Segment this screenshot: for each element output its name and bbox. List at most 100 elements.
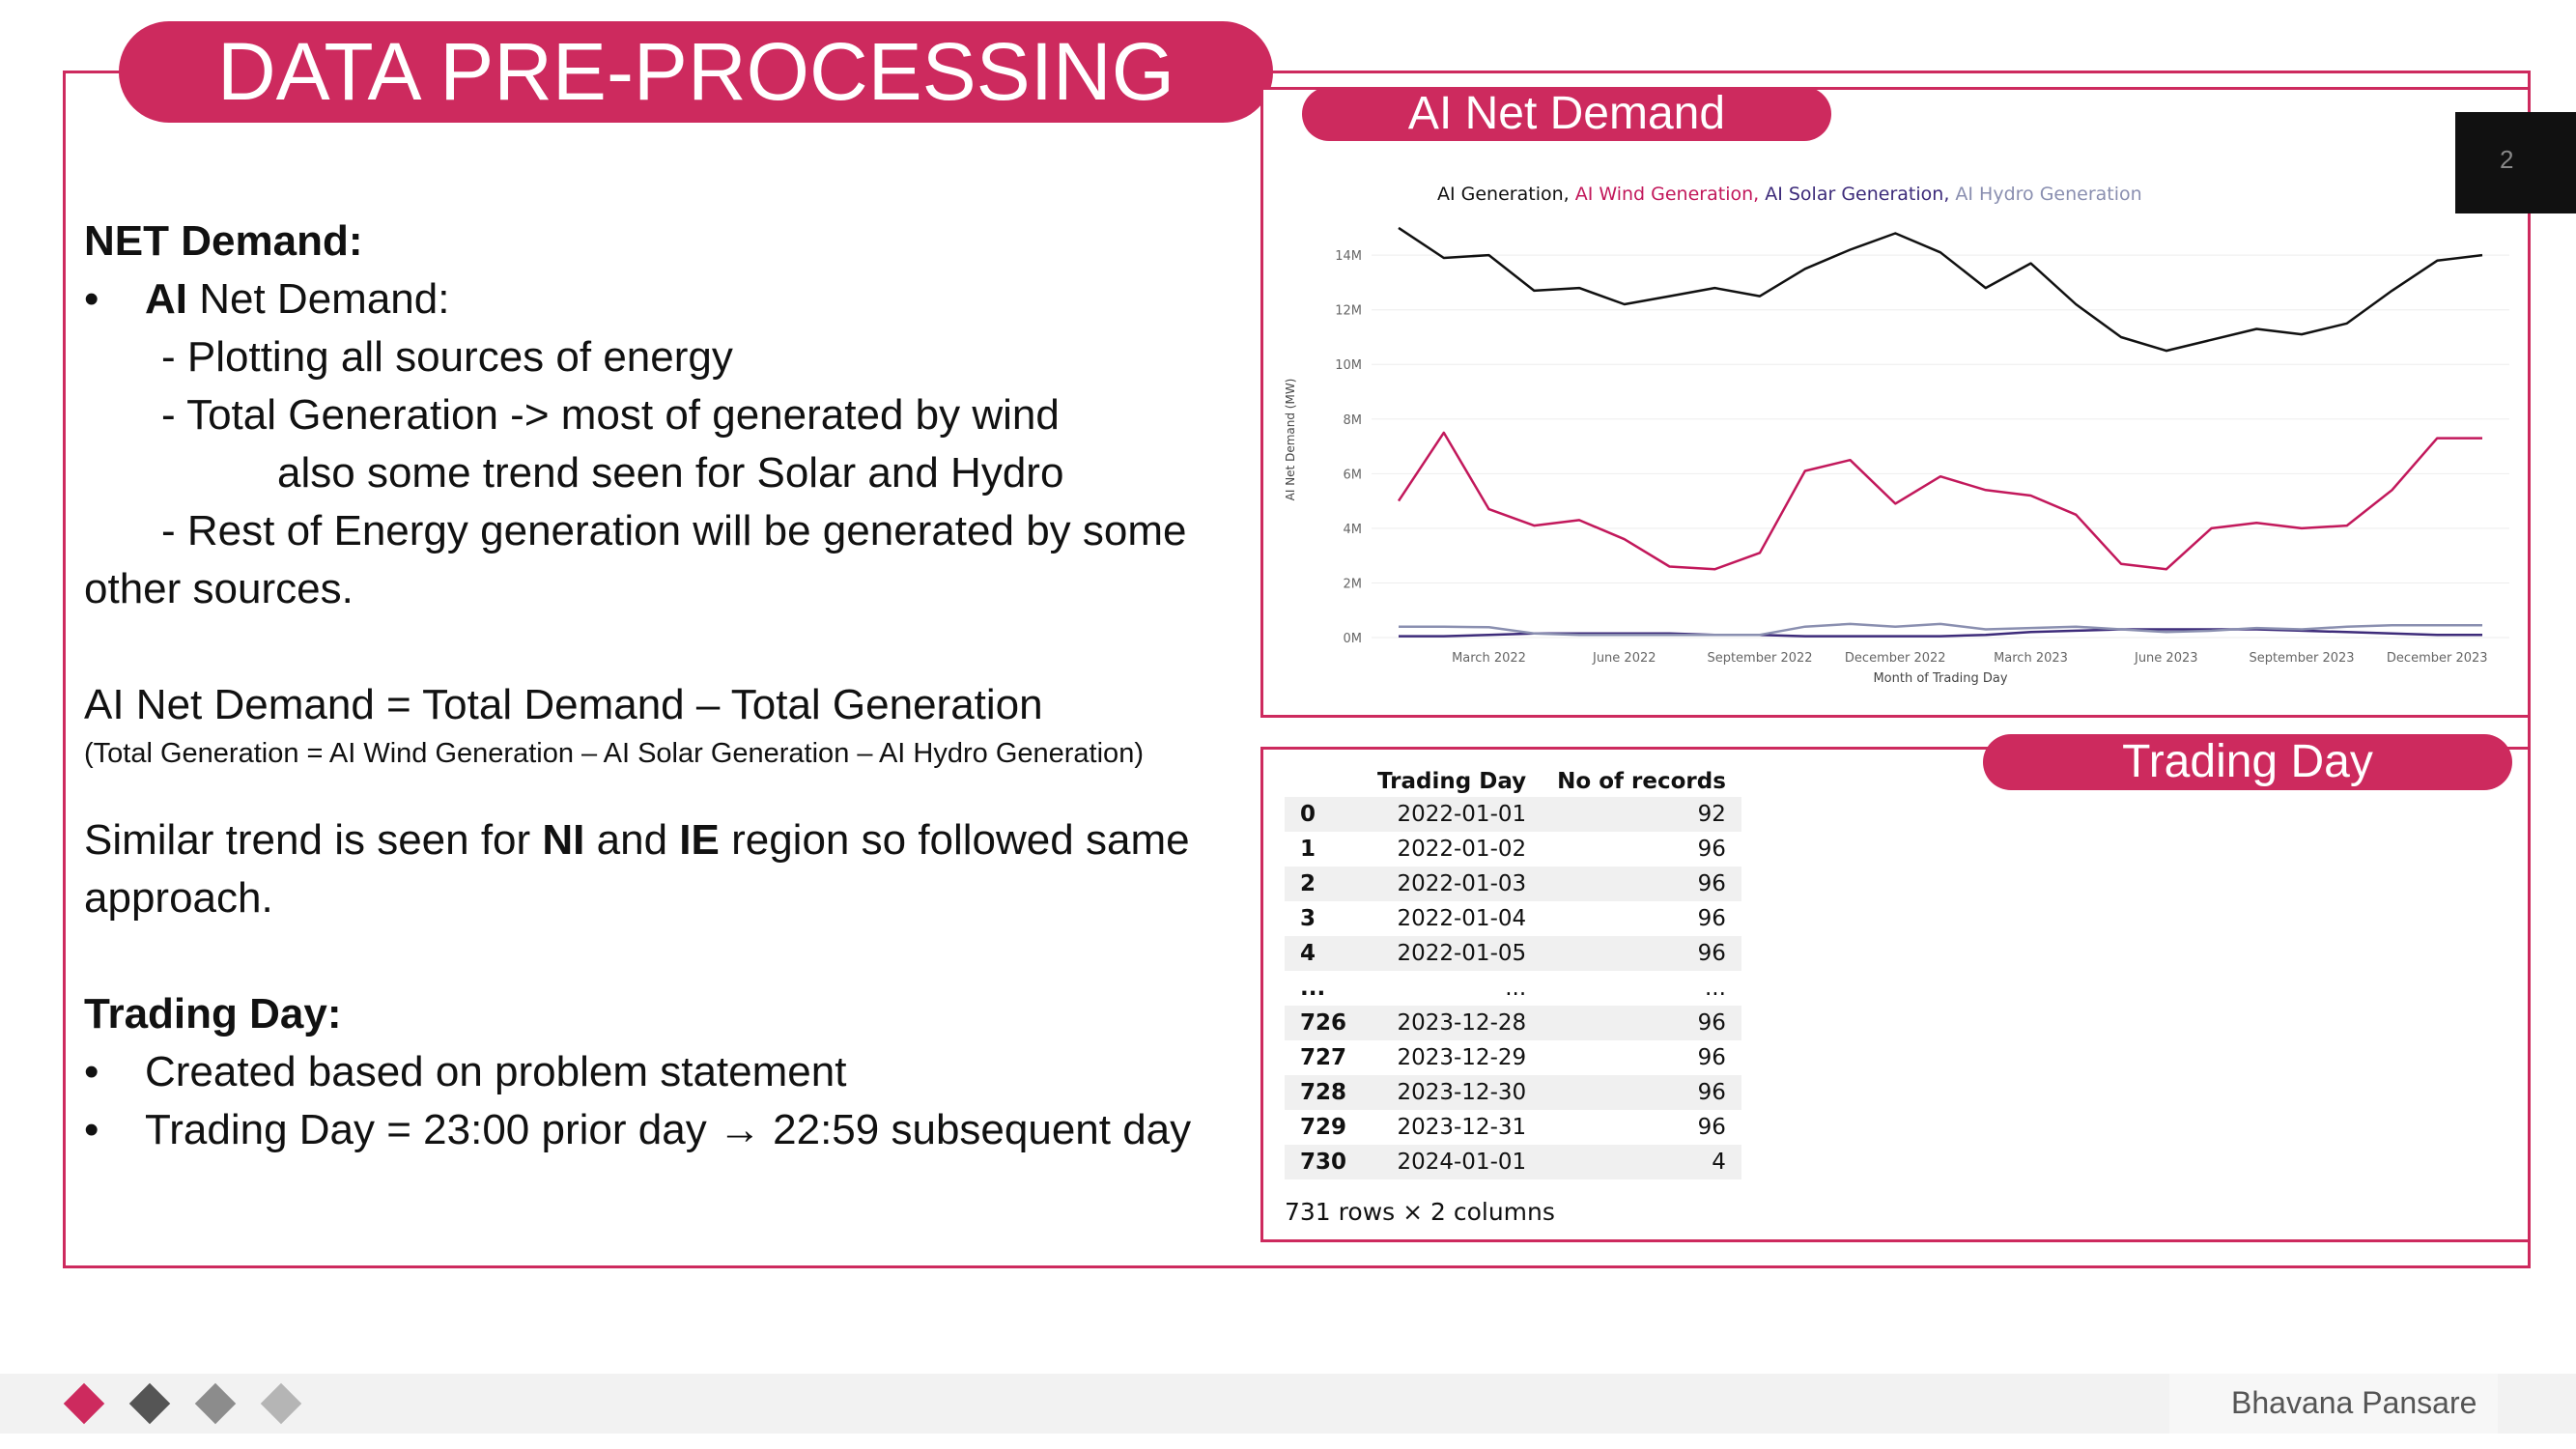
- x-tick-label: December 2023: [2387, 651, 2488, 666]
- ai-bold: AI: [145, 275, 187, 323]
- trading-day-cell: 2023-12-29: [1397, 1045, 1527, 1070]
- trading-day-table: Trading Day No of records 0 2022-01-01 92 …: [1285, 766, 1741, 1179]
- net-demand-formula: AI Net Demand = Total Demand – Total Gen…: [84, 681, 1043, 728]
- row-index: 3: [1300, 906, 1316, 931]
- trading-day-cell: 2023-12-30: [1397, 1080, 1527, 1105]
- similar-and: and: [584, 816, 680, 864]
- records-cell: 92: [1697, 802, 1726, 827]
- legend-item: AI Hydro Generation: [1955, 184, 2141, 205]
- table-row: 2 2022-01-03 96: [1285, 867, 1741, 901]
- column-header: [1285, 766, 1362, 797]
- trading-day-cell: 2024-01-01: [1397, 1150, 1527, 1175]
- x-tick-label: September 2023: [2249, 651, 2354, 666]
- trading-day-cell: 2023-12-31: [1397, 1115, 1527, 1140]
- trading-day-cell: ...: [1505, 976, 1527, 1001]
- net-demand-heading-text: NET Demand:: [84, 217, 363, 265]
- x-tick-label: June 2022: [1592, 651, 1656, 666]
- sub-point-3-cont: other sources.: [84, 565, 354, 612]
- table-row: .........: [1285, 971, 1741, 1006]
- records-cell: 96: [1697, 1010, 1726, 1036]
- series-line-ai-wind-generation: [1397, 431, 2482, 571]
- y-tick-label: 12M: [1335, 304, 1362, 319]
- similar-trend-text: Similar trend is seen for NI and IE regi…: [84, 811, 1190, 869]
- row-index: 728: [1300, 1080, 1347, 1105]
- trading-day-cell: 2022-01-03: [1397, 871, 1527, 896]
- footer-bar: [0, 1374, 2576, 1434]
- series-line-ai-hydro-generation: [1399, 622, 2482, 637]
- similar-trend-cont: approach.: [84, 874, 273, 922]
- region-ni: NI: [542, 816, 585, 864]
- page-number-box: [2455, 112, 2576, 213]
- x-tick-label: September 2022: [1707, 651, 1812, 666]
- y-tick-label: 14M: [1335, 249, 1362, 264]
- y-tick-label: 6M: [1344, 468, 1363, 482]
- row-index: 729: [1300, 1115, 1347, 1140]
- y-tick-label: 8M: [1344, 413, 1363, 428]
- chart-legend: AI Generation, AI Wind Generation, AI So…: [1437, 184, 2142, 205]
- x-tick-label: December 2022: [1845, 651, 1946, 666]
- sub-point-3: - Rest of Energy generation will be gene…: [161, 507, 1187, 554]
- table-panel-label: Trading Day: [1983, 734, 2512, 790]
- bullet-marker: •: [84, 275, 99, 323]
- table-shape-text: 731 rows × 2 columns: [1285, 1198, 1555, 1226]
- row-index: 727: [1300, 1045, 1347, 1070]
- records-cell: 96: [1697, 1080, 1726, 1105]
- row-index: 2: [1300, 871, 1316, 896]
- table-header-row: Trading Day No of records: [1285, 766, 1741, 797]
- trading-day-cell: 2022-01-04: [1397, 906, 1527, 931]
- y-tick-label: 2M: [1344, 577, 1363, 591]
- region-ie: IE: [679, 816, 720, 864]
- column-header: No of records: [1557, 769, 1726, 794]
- x-tick-label: March 2022: [1452, 651, 1526, 666]
- trading-day-heading-text: Trading Day:: [84, 990, 342, 1037]
- formula-note: (Total Generation = AI Wind Generation –…: [84, 738, 1144, 769]
- trading-day-cell: 2022-01-01: [1397, 802, 1527, 827]
- trading-day-cell: 2023-12-28: [1397, 1010, 1527, 1036]
- trading-day-cell: 2022-01-05: [1397, 941, 1527, 966]
- trading-bullet-1: Created based on problem statement: [145, 1048, 847, 1095]
- ai-rest: Net Demand:: [187, 275, 450, 323]
- y-tick-label: 0M: [1344, 632, 1363, 646]
- table-panel-frame: [1260, 747, 2531, 1242]
- ai-net-demand-bullet: AI Net Demand:: [145, 270, 449, 328]
- footer-author-box: [2169, 1374, 2498, 1434]
- row-index: ...: [1300, 976, 1326, 1001]
- table-row: 728 2023-12-30 96: [1285, 1075, 1741, 1110]
- legend-item: AI Wind Generation,: [1575, 184, 1766, 205]
- table-row: 726 2023-12-28 96: [1285, 1006, 1741, 1040]
- trading-day-heading: Trading Day:: [84, 985, 342, 1043]
- bullet-marker: •: [84, 1048, 99, 1095]
- y-tick-label: 4M: [1344, 523, 1363, 537]
- legend-item: AI Solar Generation,: [1765, 184, 1955, 205]
- bullet-marker: •: [84, 1106, 99, 1153]
- footer-author: Bhavana Pansare: [2231, 1385, 2477, 1420]
- row-index: 0: [1300, 802, 1316, 827]
- chart-panel-label: AI Net Demand: [1302, 87, 1831, 141]
- slide-title: DATA PRE-PROCESSING: [119, 21, 1273, 123]
- series-line-ai-generation: [1398, 226, 2483, 353]
- row-index: 726: [1300, 1010, 1347, 1036]
- similar-post: region so followed same: [719, 816, 1190, 864]
- y-axis-label: AI Net Demand (MW): [1284, 379, 1297, 501]
- table-row: 3 2022-01-04 96: [1285, 901, 1741, 936]
- trading-day-cell: 2022-01-02: [1397, 837, 1527, 862]
- ai-net-demand-chart: AI Generation, AI Wind Generation, AI So…: [1284, 184, 2509, 686]
- trading-bullet-2: Trading Day = 23:00 prior day → 22:59 su…: [145, 1106, 1192, 1153]
- x-tick-label: March 2023: [1994, 651, 2068, 666]
- records-cell: 96: [1697, 1115, 1726, 1140]
- row-index: 4: [1300, 941, 1316, 966]
- x-axis-label: Month of Trading Day: [1873, 671, 2007, 686]
- records-cell: 96: [1697, 941, 1726, 966]
- sub-point-2-cont: also some trend seen for Solar and Hydro: [277, 449, 1064, 497]
- series-line-ai-solar-generation: [1399, 628, 2482, 638]
- table-row: 730 2024-01-01 4: [1285, 1145, 1741, 1179]
- page-number: 2: [2500, 145, 2514, 174]
- column-header: Trading Day: [1377, 769, 1527, 794]
- legend-item: AI Generation,: [1437, 184, 1575, 205]
- records-cell: ...: [1704, 976, 1726, 1001]
- table-row: 727 2023-12-29 96: [1285, 1040, 1741, 1075]
- y-tick-label: 10M: [1335, 358, 1362, 373]
- records-cell: 96: [1697, 837, 1726, 862]
- row-index: 730: [1300, 1150, 1347, 1175]
- table-row: 729 2023-12-31 96: [1285, 1110, 1741, 1145]
